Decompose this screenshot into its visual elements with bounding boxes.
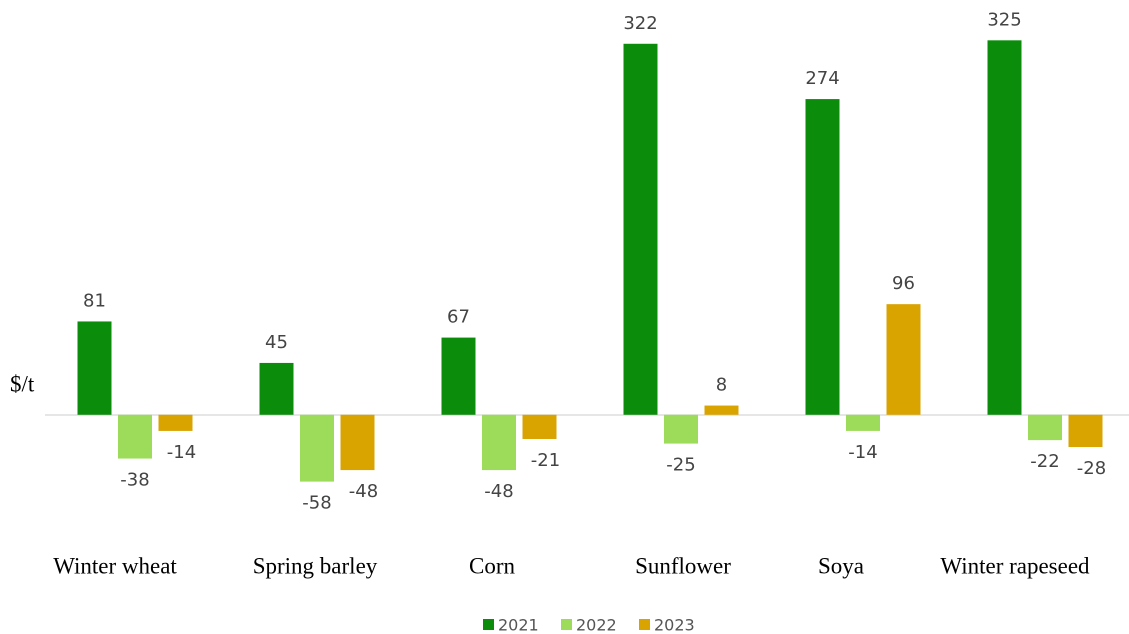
value-label: -14 [167,442,196,463]
value-label: 45 [265,332,288,353]
x-tick-label: Sunflower [635,553,731,578]
value-label: 67 [447,307,470,328]
legend-swatch [561,619,572,630]
bar [987,40,1022,415]
value-label: -48 [484,481,513,502]
legend-label: 2021 [498,616,539,634]
bar [300,414,334,482]
value-label: 8 [716,375,727,396]
value-label: 274 [805,68,839,89]
bar [441,337,476,415]
bar [118,414,152,459]
value-label: 81 [83,290,106,311]
value-label: 96 [892,273,915,294]
value-label: -14 [848,442,877,463]
bar [259,362,294,415]
x-tick-label: Soya [818,553,864,578]
value-label: -28 [1077,458,1106,479]
bar [482,414,516,471]
legend-swatch [483,619,494,630]
value-label: -25 [666,455,695,476]
value-label: 322 [623,13,657,34]
bar [805,99,840,415]
y-axis-label: $/t [10,371,35,396]
bar [664,414,698,444]
x-tick-label: Corn [469,553,516,578]
legend-label: 2022 [576,616,617,634]
bar [704,405,739,415]
legend-label: 2023 [654,616,695,634]
value-label: -48 [349,481,378,502]
x-tick-label: Winter rapeseed [940,553,1090,578]
bar [158,414,193,431]
value-label: 325 [987,9,1021,30]
x-tick-label: Spring barley [253,553,378,578]
legend-swatch [639,619,650,630]
bar [886,304,921,415]
value-label: -22 [1030,451,1059,472]
x-tick-label: Winter wheat [53,553,177,578]
bar [340,414,375,471]
bar [1028,414,1062,441]
bar [1068,414,1103,448]
bar [623,43,658,415]
value-label: -21 [531,450,560,471]
bar [846,414,880,431]
value-label: -38 [120,470,149,491]
value-label: -58 [302,493,331,514]
bar [77,321,112,415]
bar [522,414,557,439]
